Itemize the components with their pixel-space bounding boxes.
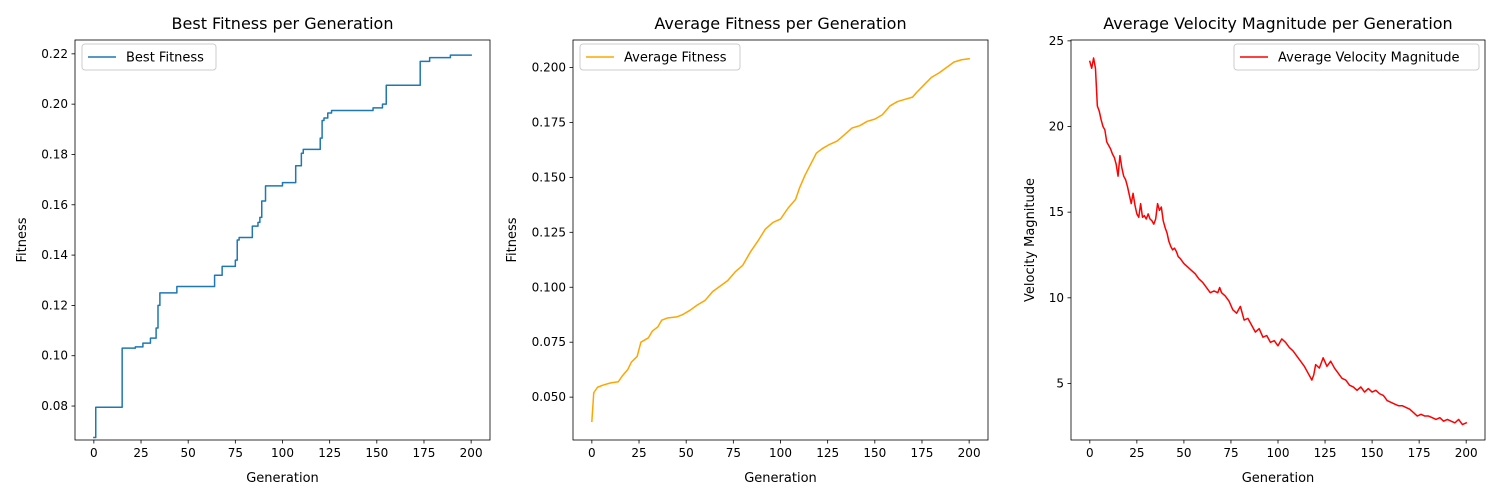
plot-frame: [1070, 39, 1486, 441]
chart-title: Average Velocity Magnitude per Generatio…: [1103, 14, 1452, 33]
x-tick-label: 100: [271, 446, 294, 460]
x-tick-label: 200: [958, 446, 981, 460]
x-tick-label: 50: [679, 446, 694, 460]
y-tick-label: 0.050: [532, 390, 566, 404]
x-tick-label: 25: [133, 446, 148, 460]
y-tick-label: 0.125: [532, 225, 566, 239]
x-tick-label: 75: [726, 446, 741, 460]
y-tick-label: 0.14: [41, 248, 68, 262]
x-tick-label: 75: [1223, 446, 1238, 460]
y-tick-label: 5: [1056, 376, 1064, 390]
x-tick-label: 125: [816, 446, 839, 460]
x-axis-label: Generation: [744, 471, 817, 486]
x-tick-label: 100: [1267, 446, 1290, 460]
y-tick-label: 0.150: [532, 170, 566, 184]
y-tick-label: 0.18: [41, 147, 68, 161]
plot-frame: [572, 39, 989, 441]
x-tick-label: 125: [318, 446, 341, 460]
y-tick-label: 25: [1049, 34, 1064, 48]
y-tick-label: 0.175: [532, 115, 566, 129]
legend-label: Average Velocity Magnitude: [1278, 51, 1460, 66]
chart-title: Average Fitness per Generation: [654, 14, 906, 33]
x-tick-label: 150: [863, 446, 886, 460]
legend-label: Best Fitness: [126, 51, 204, 66]
y-tick-label: 0.10: [41, 349, 68, 363]
series-line-1: [1088, 57, 1468, 426]
x-tick-label: 0: [1086, 446, 1094, 460]
x-tick-label: 175: [1408, 446, 1431, 460]
x-tick-label: 175: [911, 446, 934, 460]
legend-box: [1233, 43, 1480, 71]
y-tick-label: 0.100: [532, 280, 566, 294]
x-tick-label: 200: [460, 446, 483, 460]
x-tick-label: 50: [181, 446, 196, 460]
x-tick-label: 0: [588, 446, 596, 460]
plot-frame: [74, 39, 491, 441]
x-tick-label: 100: [769, 446, 792, 460]
y-tick-label: 0.08: [41, 399, 68, 413]
x-tick-label: 150: [365, 446, 388, 460]
x-tick-label: 0: [90, 446, 98, 460]
legend-label: Average Fitness: [624, 51, 727, 66]
y-tick-label: 0.12: [41, 298, 68, 312]
x-tick-label: 125: [1314, 446, 1337, 460]
y-tick-label: 15: [1049, 205, 1064, 219]
x-axis-label: Generation: [246, 471, 319, 486]
y-axis-label: Fitness: [15, 217, 30, 262]
x-tick-label: 25: [631, 446, 646, 460]
y-axis-label: Fitness: [505, 217, 520, 262]
y-tick-label: 20: [1049, 120, 1064, 134]
y-axis-label: Velocity Magnitude: [1023, 178, 1038, 302]
y-tick-label: 0.200: [532, 60, 566, 74]
series-line-1: [591, 57, 970, 423]
y-tick-label: 0.22: [41, 47, 68, 61]
average-fitness-panel: Average Fitness per Generation Generatio…: [505, 14, 989, 486]
chart-title: Best Fitness per Generation: [172, 14, 394, 33]
legend-box: [81, 43, 217, 71]
velocity-panel: Average Velocity Magnitude per Generatio…: [1023, 14, 1486, 486]
y-tick-label: 0.20: [41, 97, 68, 111]
y-tick-label: 0.075: [532, 335, 566, 349]
y-tick-label: 0.16: [41, 198, 68, 212]
x-tick-label: 150: [1361, 446, 1384, 460]
x-tick-label: 75: [228, 446, 243, 460]
series-line-1: [93, 54, 472, 439]
x-tick-label: 175: [413, 446, 436, 460]
best-fitness-panel: Best Fitness per Generation Generation F…: [15, 14, 491, 486]
x-tick-label: 25: [1129, 446, 1144, 460]
x-tick-label: 50: [1176, 446, 1191, 460]
x-tick-label: 200: [1455, 446, 1478, 460]
legend-box: [579, 43, 741, 71]
x-axis-label: Generation: [1242, 471, 1315, 486]
y-tick-label: 10: [1049, 291, 1064, 305]
